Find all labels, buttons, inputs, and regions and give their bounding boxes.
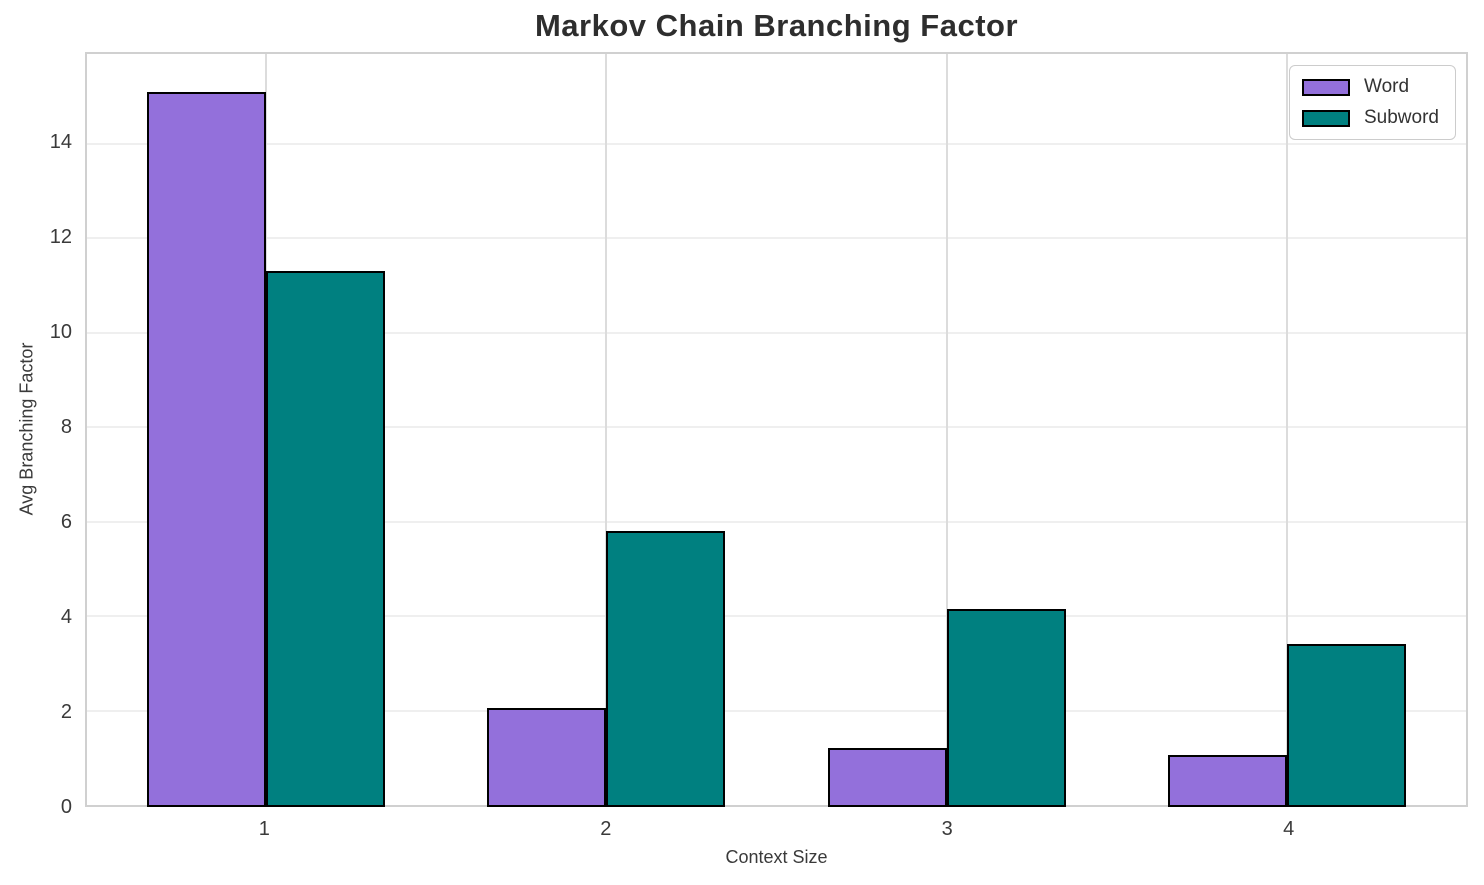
legend: Word Subword [1289, 65, 1456, 140]
bar-subword-ctx3 [946, 608, 1066, 807]
v-gridline [605, 54, 608, 805]
bar-word-ctx3 [827, 748, 947, 807]
y-tick-label: 14 [49, 131, 72, 154]
v-gridline [1286, 54, 1289, 805]
x-tick-label: 2 [600, 818, 612, 840]
legend-swatch-subword [1302, 109, 1350, 127]
y-tick-label: 6 [60, 511, 72, 534]
bar-word-ctx2 [487, 708, 607, 807]
v-gridline [945, 54, 948, 805]
h-gridline [87, 709, 1466, 712]
bar-word-ctx4 [1168, 755, 1288, 807]
bar-subword-ctx1 [265, 271, 385, 807]
bar-subword-ctx2 [606, 531, 726, 807]
x-tick-label: 1 [258, 818, 270, 840]
h-gridline [87, 615, 1466, 618]
chart-title: Markov Chain Branching Factor [534, 8, 1019, 43]
y-tick-label: 12 [49, 226, 72, 249]
y-tick-label: 10 [49, 321, 72, 344]
y-tick-label: 0 [60, 796, 72, 818]
legend-label-subword: Subword [1364, 107, 1439, 128]
h-gridline [87, 142, 1466, 145]
x-axis-label: Context Size [725, 847, 828, 867]
h-gridline [87, 237, 1466, 240]
h-gridline [87, 331, 1466, 334]
plot-area: Word Subword [85, 52, 1468, 807]
x-tick-label: 4 [1283, 818, 1295, 840]
legend-item-subword: Subword [1302, 107, 1439, 129]
y-tick-label: 4 [60, 606, 72, 629]
y-tick-label: 2 [60, 701, 72, 724]
y-tick-label: 8 [60, 416, 72, 439]
bar-subword-ctx4 [1287, 644, 1407, 807]
h-gridline [87, 426, 1466, 429]
legend-item-word: Word [1302, 76, 1439, 98]
h-gridline [87, 520, 1466, 523]
legend-swatch-word [1302, 78, 1350, 96]
bar-word-ctx1 [146, 91, 266, 807]
x-tick-label: 3 [941, 818, 953, 840]
legend-label-word: Word [1364, 76, 1410, 97]
